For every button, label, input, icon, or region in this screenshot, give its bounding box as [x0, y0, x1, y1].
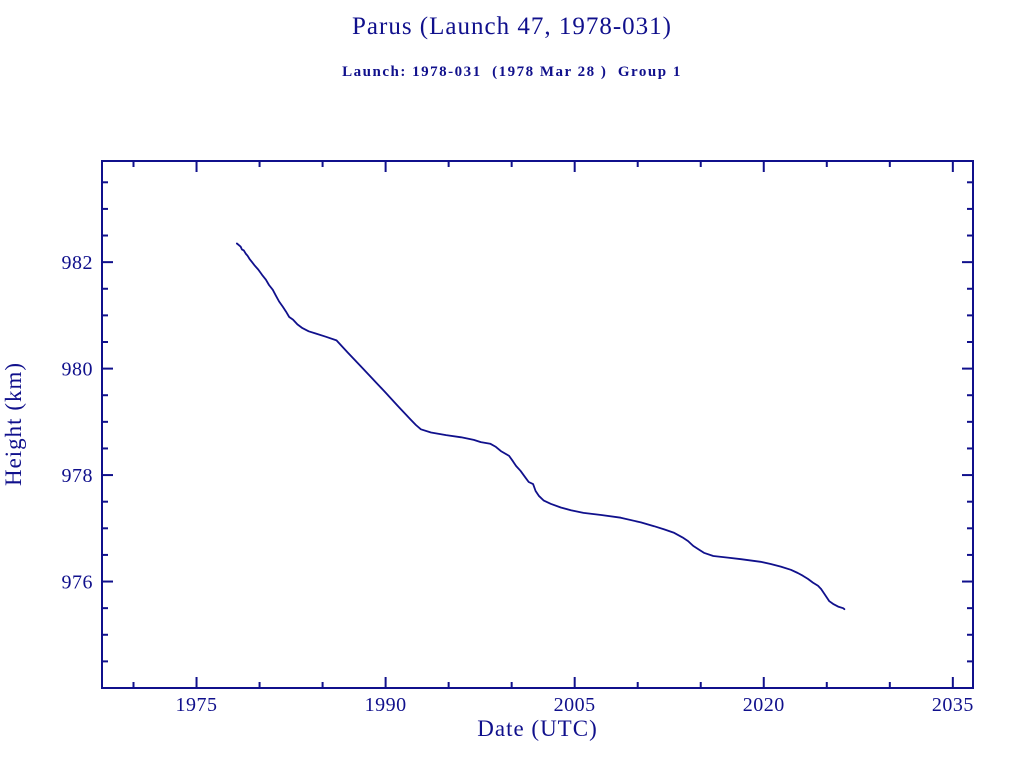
x-tick-label: 2020: [743, 694, 785, 716]
x-tick-label: 1975: [176, 694, 218, 716]
data-line: [235, 242, 846, 611]
x-tick-label: 2005: [554, 694, 596, 716]
plot-frame: [101, 160, 974, 689]
y-tick-label: 978: [62, 465, 94, 487]
chart-subtitle: Launch: 1978-031 (1978 Mar 28 ) Group 1: [342, 64, 682, 80]
y-tick-label: 982: [62, 252, 94, 274]
chart-title: Parus (Launch 47, 1978-031): [352, 13, 672, 40]
y-tick-label: 980: [62, 359, 94, 381]
x-tick-label: 1990: [365, 694, 407, 716]
y-tick-label: 976: [62, 572, 94, 594]
x-axis-label: Date (UTC): [477, 716, 598, 741]
x-tick-label: 2035: [932, 694, 974, 716]
